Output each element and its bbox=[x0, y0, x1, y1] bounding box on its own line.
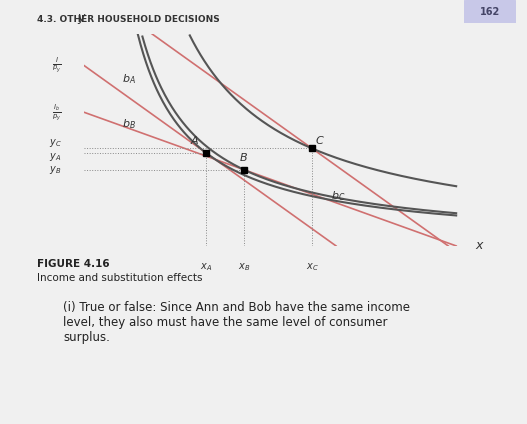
Text: 162: 162 bbox=[480, 7, 500, 17]
Text: y: y bbox=[77, 11, 84, 24]
Text: $\frac{I}{p_y}$: $\frac{I}{p_y}$ bbox=[52, 56, 62, 75]
Text: x: x bbox=[475, 240, 483, 252]
Text: FIGURE 4.16: FIGURE 4.16 bbox=[37, 259, 110, 269]
Text: 4.3. OTHER HOUSEHOLD DECISIONS: 4.3. OTHER HOUSEHOLD DECISIONS bbox=[37, 15, 220, 24]
FancyBboxPatch shape bbox=[461, 0, 519, 23]
Text: $y_A$: $y_A$ bbox=[50, 151, 62, 163]
Text: $x_C$: $x_C$ bbox=[306, 261, 318, 273]
Text: C: C bbox=[316, 136, 324, 146]
Text: $b_C$: $b_C$ bbox=[331, 189, 345, 203]
Text: $x_B$: $x_B$ bbox=[238, 261, 250, 273]
Text: $x_A$: $x_A$ bbox=[200, 261, 212, 273]
Text: (i) True or false: Since Ann and Bob have the same income
level, they also must : (i) True or false: Since Ann and Bob hav… bbox=[63, 301, 410, 344]
Text: $b_A$: $b_A$ bbox=[122, 73, 136, 86]
Text: B: B bbox=[240, 153, 248, 163]
Text: A: A bbox=[191, 136, 198, 146]
Text: $y_B$: $y_B$ bbox=[50, 164, 62, 176]
Text: $b_B$: $b_B$ bbox=[122, 117, 136, 131]
Text: Income and substitution effects: Income and substitution effects bbox=[37, 273, 202, 284]
Text: $y_C$: $y_C$ bbox=[49, 137, 62, 149]
Text: $\frac{I_b}{p_y}$: $\frac{I_b}{p_y}$ bbox=[52, 102, 62, 123]
